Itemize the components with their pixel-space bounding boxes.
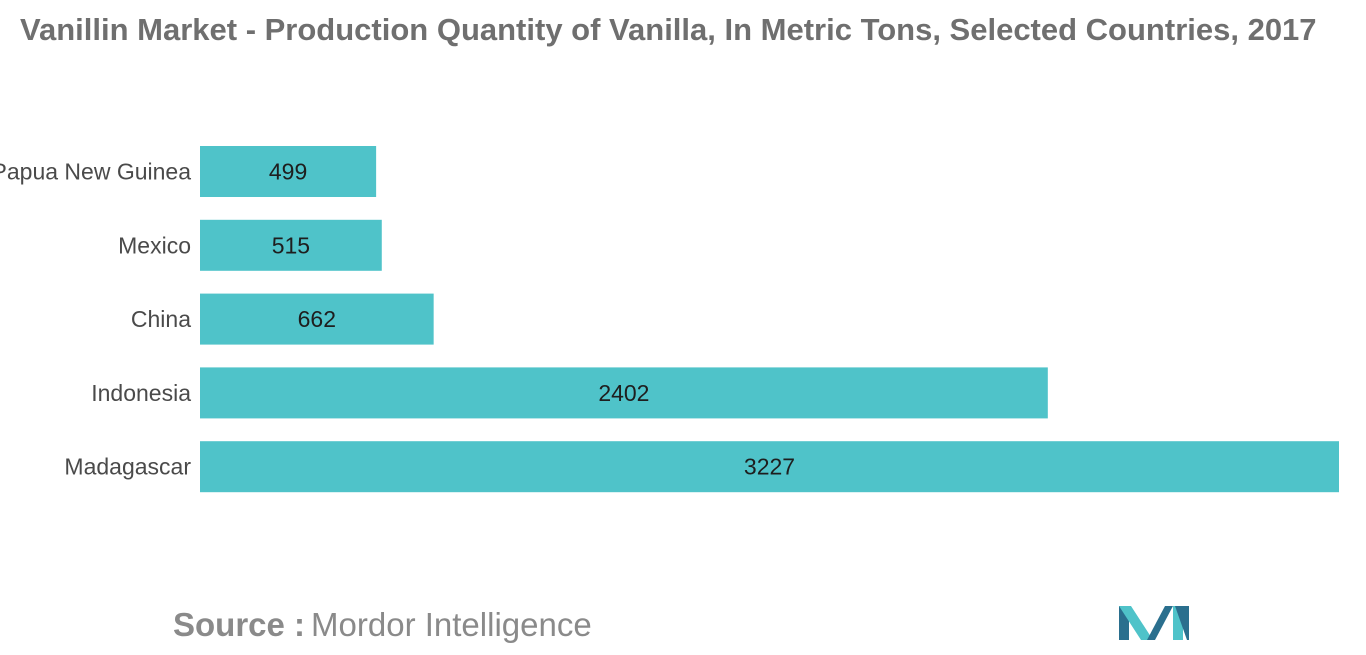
mordor-intelligence-logo <box>1117 604 1191 642</box>
category-label: Madagascar <box>64 454 191 480</box>
category-label: Papua New Guinea <box>0 159 191 185</box>
value-label: 3227 <box>744 454 795 480</box>
value-label: 515 <box>272 232 310 258</box>
value-label: 2402 <box>598 380 649 406</box>
category-label: Indonesia <box>91 380 191 406</box>
source-note: Source : Mordor Intelligence <box>173 606 592 644</box>
bar-chart: Papua New Guinea 499 Mexico 515 China 662 Indo… <box>0 0 1366 560</box>
source-value: Mordor Intelligence <box>311 606 592 643</box>
bars-group: Papua New Guinea 499 Mexico 515 China 662 Indo… <box>0 146 1339 492</box>
value-label: 662 <box>298 306 336 332</box>
value-label: 499 <box>269 159 307 185</box>
category-label: Mexico <box>118 232 191 258</box>
logo-diagonal-2 <box>1147 606 1173 640</box>
category-label: China <box>131 306 191 332</box>
source-label: Source : <box>173 606 305 643</box>
